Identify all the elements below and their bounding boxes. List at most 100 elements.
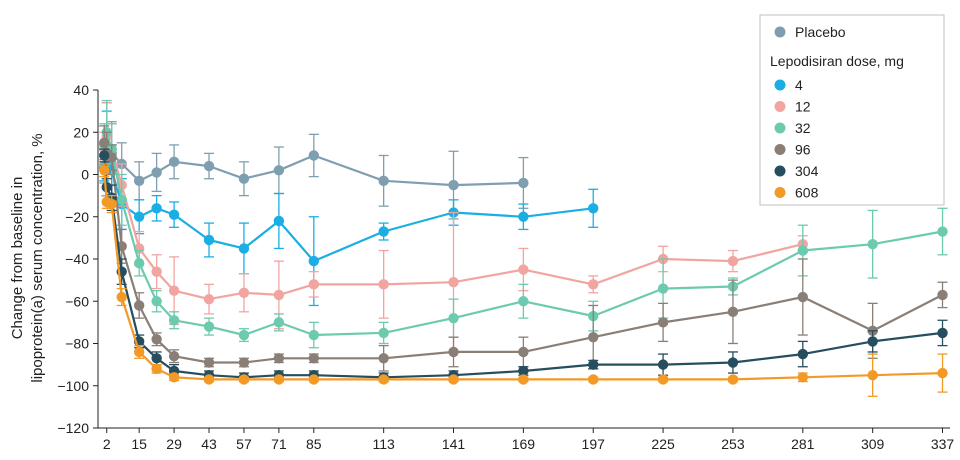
data-point [238, 287, 250, 298]
legend-label: 4 [795, 77, 803, 93]
data-point [308, 279, 320, 290]
x-tick-label: 29 [166, 436, 182, 452]
series-line [103, 152, 594, 263]
data-point [727, 357, 739, 368]
data-point [168, 156, 180, 168]
x-tick-label: 281 [791, 436, 815, 452]
data-point [937, 289, 948, 301]
data-point [588, 279, 599, 290]
data-point [151, 203, 162, 214]
y-ticks: 40 20 0 −20 −40 −60 −80 −100 −120 [57, 82, 98, 436]
legend-marker [774, 165, 786, 177]
data-point [797, 291, 809, 303]
data-point [168, 209, 180, 220]
series-line [103, 131, 943, 337]
data-point [797, 372, 809, 383]
data-point [448, 374, 459, 385]
data-point [518, 365, 529, 377]
data-point [657, 359, 669, 370]
y-axis-title: Change from baseline in lipoprotein(a) s… [9, 133, 46, 382]
data-point [797, 245, 809, 256]
data-point [727, 374, 739, 385]
data-point [518, 211, 529, 222]
data-point [151, 363, 162, 375]
data-point [448, 179, 459, 191]
legend-marker [774, 101, 786, 112]
data-point [273, 353, 285, 364]
data-point [867, 239, 878, 250]
data-point [727, 255, 739, 267]
data-point [378, 327, 389, 339]
data-point [238, 374, 250, 385]
data-point [448, 346, 459, 358]
y-tick-label: 0 [81, 167, 89, 183]
y-tick-label: −60 [65, 293, 89, 309]
data-point [937, 226, 948, 237]
y-tick-label: −20 [65, 209, 89, 225]
data-point [168, 350, 180, 362]
data-point [238, 357, 250, 368]
x-tick-label: 85 [306, 436, 322, 452]
data-point [308, 353, 320, 364]
data-point [448, 277, 459, 288]
data-point [937, 367, 948, 379]
series-line [103, 142, 944, 364]
data-point [727, 306, 739, 318]
data-point [867, 336, 878, 347]
data-point [797, 348, 809, 360]
x-tick-label: 309 [861, 436, 885, 452]
data-point [518, 296, 529, 307]
legend-heading: Lepodisiran dose, mg [770, 53, 904, 69]
y-tick-label: 20 [73, 124, 89, 140]
data-point [203, 160, 215, 172]
legend-label: Placebo [795, 24, 846, 40]
x-tick-label: 2 [103, 436, 111, 452]
y-tick-label: −100 [57, 378, 89, 394]
data-point [657, 374, 669, 385]
data-point [657, 283, 669, 294]
series-line [103, 135, 804, 301]
legend-marker [774, 144, 786, 155]
data-point [203, 293, 215, 305]
legend-box [759, 14, 945, 206]
legend-marker [774, 187, 786, 198]
data-point [588, 203, 599, 214]
y-tick-label: −120 [57, 420, 89, 436]
data-point [133, 258, 145, 269]
y-axis-title-line1: Change from baseline in [9, 177, 26, 340]
data-point [133, 346, 145, 358]
series-96 [99, 125, 948, 372]
data-point [151, 353, 162, 364]
data-point [133, 300, 145, 311]
legend: Placebo 4 12 32 96 304 608 Lepodisiran dose, m… [759, 14, 945, 206]
data-point [518, 374, 529, 385]
data-point [151, 296, 162, 307]
data-point [99, 165, 110, 176]
data-point [168, 285, 180, 296]
data-point [151, 334, 162, 345]
x-tick-label: 169 [512, 436, 536, 452]
data-point [378, 279, 389, 290]
data-point [101, 181, 112, 193]
data-point [273, 317, 285, 328]
data-point [99, 137, 110, 149]
data-point [238, 173, 250, 184]
series-line [103, 170, 943, 381]
data-point [106, 198, 117, 210]
data-point [448, 312, 459, 324]
x-ticks: 2 15 29 43 57 71 85 113 141 169 197 225 253 281 309 337 [103, 428, 954, 452]
legend-marker [774, 79, 786, 91]
data-point [273, 289, 285, 301]
x-tick-label: 71 [271, 436, 287, 452]
data-point [588, 331, 599, 343]
series-layer [99, 99, 948, 397]
y-tick-label: 40 [73, 82, 89, 98]
series-placebo [99, 102, 529, 220]
data-point [657, 317, 669, 328]
data-point [133, 175, 145, 187]
legend-marker [774, 26, 786, 38]
legend-label: 32 [795, 120, 811, 136]
data-point [308, 150, 320, 161]
x-tick-label: 197 [582, 436, 606, 452]
